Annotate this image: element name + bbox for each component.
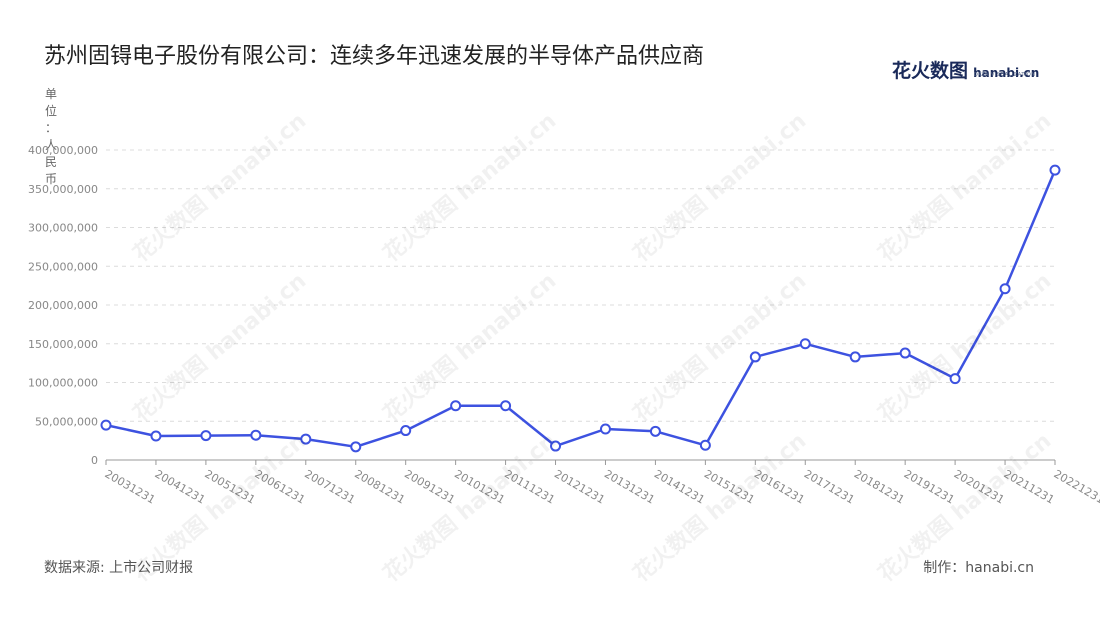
series-line xyxy=(105,169,1057,449)
x-tick-label: 20131231 xyxy=(602,467,657,506)
x-tick-label: 20191231 xyxy=(902,467,957,506)
y-tick-label: 200,000,000 xyxy=(28,299,98,312)
data-point xyxy=(749,351,761,363)
y-tick-label: 350,000,000 xyxy=(28,183,98,196)
data-source: 数据来源: 上市公司财报 xyxy=(44,560,194,576)
data-point xyxy=(899,347,911,359)
logo-cn-text: 花火数图 xyxy=(892,60,969,82)
x-tick-label: 20161231 xyxy=(752,467,807,506)
x-tick-label: 20041231 xyxy=(152,467,207,506)
data-point xyxy=(849,351,861,363)
x-tick-label: 20121231 xyxy=(552,467,607,506)
data-point xyxy=(550,440,562,452)
data-point xyxy=(100,419,112,431)
y-tick-label: 50,000,000 xyxy=(35,415,98,428)
y-tick-label: 400,000,000 xyxy=(28,144,98,157)
x-tick-label: 20221231 xyxy=(1052,467,1100,506)
data-point xyxy=(400,425,412,437)
x-tick-label: 20181231 xyxy=(852,467,907,506)
y-tick-label: 300,000,000 xyxy=(28,222,98,235)
y-tick-label: 0 xyxy=(91,454,98,467)
x-tick-label: 20141231 xyxy=(652,467,707,506)
x-tick-label: 20031231 xyxy=(103,467,158,506)
page-title: 苏州固锝电子股份有限公司：连续多年迅速发展的半导体产品供应商 xyxy=(44,44,705,69)
x-tick-label: 20201231 xyxy=(952,467,1007,506)
data-point xyxy=(1049,164,1061,176)
data-point xyxy=(450,400,462,412)
data-point xyxy=(599,423,611,435)
x-tick-label: 20151231 xyxy=(702,467,757,506)
data-point xyxy=(150,430,162,442)
x-tick-label: 20061231 xyxy=(252,467,307,506)
logo-en-text: hanabi.cn xyxy=(973,66,1040,80)
x-tick-label: 20171231 xyxy=(802,467,857,506)
x-tick-label: 20091231 xyxy=(402,467,457,506)
logo-sub-text: DATA VISUALIZATION xyxy=(974,72,1036,78)
data-point xyxy=(300,433,312,445)
data-point xyxy=(649,425,661,437)
data-point xyxy=(949,373,961,385)
data-point xyxy=(500,400,512,412)
y-tick-label: 100,000,000 xyxy=(28,377,98,390)
data-point xyxy=(350,441,362,453)
chart-credit: 制作：hanabi.cn xyxy=(923,560,1034,576)
x-tick-label: 20071231 xyxy=(302,467,357,506)
y-tick-label: 250,000,000 xyxy=(28,260,98,273)
x-tick-label: 20081231 xyxy=(352,467,407,506)
x-tick-label: 20051231 xyxy=(202,467,257,506)
data-point xyxy=(250,429,262,441)
x-tick-label: 20101231 xyxy=(452,467,507,506)
x-tick-label: 20211231 xyxy=(1002,467,1057,506)
x-tick-label: 20111231 xyxy=(502,467,557,506)
data-point xyxy=(799,338,811,350)
data-point xyxy=(200,430,212,442)
data-point xyxy=(999,283,1011,295)
y-axis-unit-label: 单位：人民币 xyxy=(44,87,57,186)
data-point xyxy=(699,439,711,451)
y-tick-label: 150,000,000 xyxy=(28,338,98,351)
brand-logo: 花火数图 hanabi.cn DATA VISUALIZATION xyxy=(892,56,1039,86)
